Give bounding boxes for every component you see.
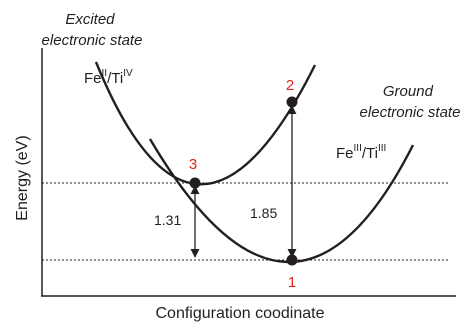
- crossing-gap-value: 1.31: [154, 212, 181, 228]
- ground-state-species: FeIII/TiIII: [336, 143, 386, 162]
- ground-state-title: Ground electronic state: [360, 83, 461, 121]
- point-1-marker: [286, 254, 298, 266]
- excited-state-curve: [94, 61, 317, 186]
- point-2-label: 2: [286, 77, 294, 94]
- point-3-marker: [189, 177, 201, 189]
- excited-state-title: Excited electronic state: [42, 11, 143, 49]
- point-2-marker: [286, 96, 298, 108]
- vertical-gap-value: 1.85: [250, 205, 277, 221]
- point-1-label: 1: [288, 274, 296, 291]
- x-axis-label: Configuration coodinate: [155, 305, 324, 322]
- y-axis-label: Energy (eV): [14, 135, 31, 220]
- excited-state-species: FeII/TiIV: [84, 68, 133, 87]
- point-3-label: 3: [189, 156, 197, 173]
